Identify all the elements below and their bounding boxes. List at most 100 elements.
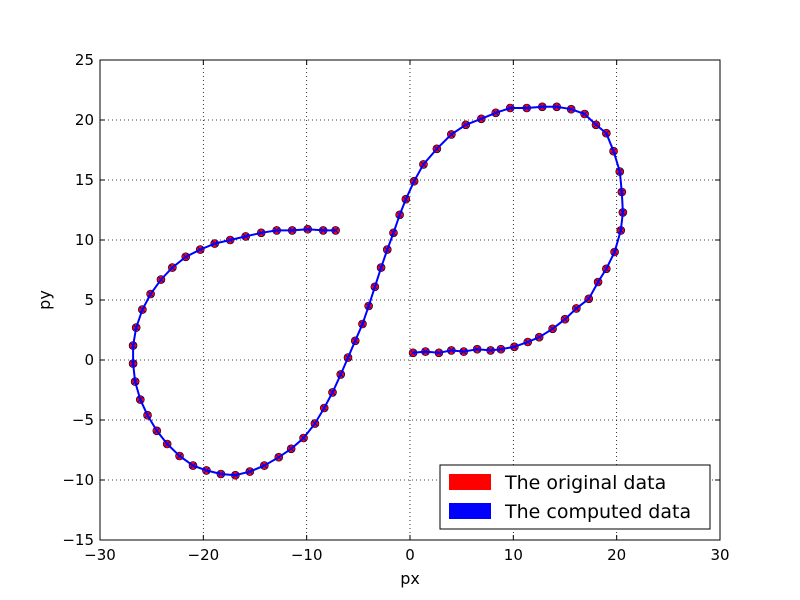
data-point	[319, 227, 327, 234]
data-point	[337, 371, 345, 378]
data-point	[211, 240, 219, 247]
y-tick-label: 25	[75, 51, 94, 69]
data-point	[420, 161, 427, 168]
data-point	[473, 345, 481, 353]
data-point	[304, 225, 312, 233]
legend-label-original: The original data	[504, 472, 666, 494]
data-point	[573, 305, 580, 312]
data-point	[492, 109, 500, 117]
data-point	[359, 320, 366, 328]
x-tick-label: 20	[607, 546, 626, 564]
y-axis-label: py	[35, 290, 54, 310]
data-point	[390, 229, 397, 237]
data-point	[300, 434, 307, 442]
y-tick-label: 10	[75, 231, 94, 249]
data-point	[383, 246, 391, 253]
data-point	[549, 325, 556, 333]
y-tick-label: 20	[75, 111, 94, 129]
data-point	[311, 420, 319, 427]
data-point	[260, 462, 268, 469]
y-tick-label: −5	[72, 411, 94, 429]
data-point	[377, 264, 385, 271]
x-tick-label: −20	[188, 546, 220, 564]
data-point	[139, 306, 146, 313]
data-point	[163, 440, 171, 448]
data-point	[365, 302, 373, 310]
data-point	[129, 342, 137, 349]
data-point	[153, 427, 161, 435]
x-tick-label: 0	[405, 546, 415, 564]
data-point	[131, 378, 139, 385]
data-point	[136, 396, 144, 403]
data-point	[410, 177, 418, 185]
data-point	[617, 227, 625, 234]
data-point	[462, 121, 470, 129]
data-point	[592, 121, 600, 129]
y-tick-label: 0	[84, 351, 94, 369]
data-point	[553, 103, 561, 111]
data-point	[477, 115, 485, 123]
y-tick-label: 15	[75, 171, 94, 189]
data-point	[217, 470, 225, 478]
data-point	[422, 348, 429, 355]
legend-swatch-original	[449, 474, 491, 490]
data-point	[242, 233, 250, 240]
series-group	[128, 102, 628, 480]
data-point	[132, 324, 140, 331]
data-point	[435, 349, 443, 357]
legend-label-computed: The computed data	[504, 501, 691, 523]
data-point	[329, 389, 336, 396]
data-point	[257, 229, 265, 237]
data-point	[497, 345, 505, 353]
data-point	[344, 354, 352, 361]
data-point	[288, 227, 296, 234]
data-point	[524, 338, 532, 346]
x-axis-label: px	[400, 569, 420, 588]
data-point	[351, 337, 359, 345]
data-point	[610, 147, 617, 155]
grid-lines	[100, 60, 720, 540]
data-point	[275, 453, 283, 461]
series-1	[129, 103, 627, 479]
data-point	[332, 227, 339, 234]
data-point	[511, 343, 518, 351]
data-point	[594, 278, 602, 286]
x-tick-label: 30	[710, 546, 729, 564]
data-point	[538, 103, 546, 111]
data-point	[144, 411, 151, 419]
x-tick-label: 10	[504, 546, 523, 564]
data-point	[246, 468, 254, 475]
data-point	[447, 131, 455, 138]
data-point	[287, 445, 295, 453]
data-point	[320, 404, 328, 412]
data-point	[447, 347, 455, 354]
data-point	[567, 105, 575, 113]
y-tick-label: 5	[84, 291, 94, 309]
data-point	[371, 283, 379, 291]
data-point	[402, 195, 410, 203]
data-point	[409, 349, 417, 357]
data-point	[168, 264, 176, 271]
data-point	[226, 236, 234, 244]
data-point	[396, 211, 404, 219]
legend: The original data The computed data	[439, 464, 711, 530]
data-point	[619, 209, 627, 216]
data-point	[129, 360, 137, 367]
y-tick-label: −10	[62, 471, 94, 489]
legend-swatch-computed	[449, 503, 491, 519]
data-point	[203, 467, 210, 474]
y-tick-label: −15	[62, 531, 94, 549]
data-point	[196, 246, 204, 253]
data-point	[618, 188, 626, 196]
data-point	[561, 315, 569, 323]
data-point	[523, 104, 531, 112]
data-point	[189, 462, 197, 469]
x-tick-label: −30	[84, 546, 116, 564]
data-point	[460, 348, 468, 355]
data-point	[273, 227, 281, 234]
data-point	[535, 333, 543, 341]
data-point	[602, 129, 610, 137]
data-point	[157, 276, 165, 283]
x-tick-label: −10	[291, 546, 323, 564]
